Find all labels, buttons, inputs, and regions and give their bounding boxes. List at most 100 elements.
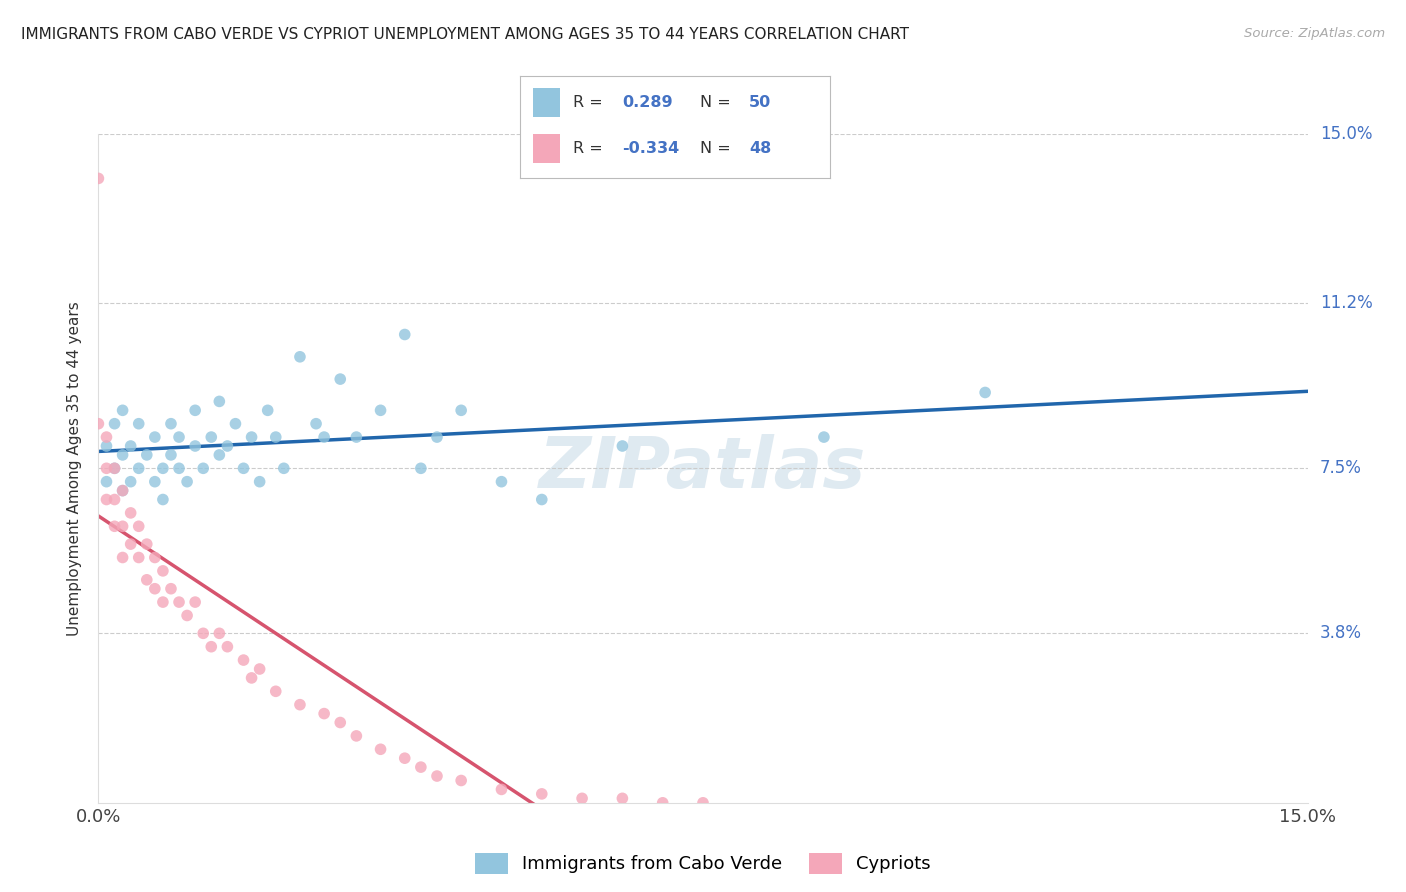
Point (160, 448, 183, 462)
Point (111, 483, 134, 498)
Text: 3.8%: 3.8% (1320, 624, 1361, 642)
Point (111, 550, 134, 565)
Point (143, 582, 166, 596)
FancyBboxPatch shape (533, 135, 561, 163)
Point (135, 573, 157, 587)
Point (314, 706, 336, 721)
Point (152, 595, 174, 609)
Point (329, 372, 352, 386)
Point (128, 550, 150, 565)
Point (135, 448, 157, 462)
Point (167, 595, 190, 609)
Point (111, 519, 134, 533)
Point (288, 350, 311, 364)
Text: R =: R = (572, 141, 607, 156)
Point (314, 430, 336, 444)
Point (240, 671, 263, 685)
Point (273, 461, 295, 475)
Point (612, 439, 634, 453)
Point (120, 439, 142, 453)
Point (176, 475, 198, 489)
Point (128, 417, 150, 431)
Point (974, 385, 997, 400)
Point (305, 417, 328, 431)
Point (96, 475, 118, 489)
Point (193, 626, 215, 640)
Point (143, 550, 166, 565)
Point (87, 171, 110, 186)
Point (426, 769, 449, 783)
Point (96, 430, 118, 444)
Point (288, 698, 311, 712)
Point (193, 461, 215, 475)
Point (813, 430, 835, 444)
Point (120, 506, 142, 520)
Point (491, 475, 513, 489)
Point (264, 430, 287, 444)
Point (249, 475, 271, 489)
Text: R =: R = (572, 95, 607, 110)
Point (152, 564, 174, 578)
Point (96, 461, 118, 475)
Point (120, 537, 142, 551)
Point (651, 796, 673, 810)
Point (232, 653, 254, 667)
Point (184, 595, 207, 609)
Point (103, 519, 125, 533)
Point (571, 791, 593, 805)
Point (249, 662, 271, 676)
Point (370, 403, 392, 417)
Text: -0.334: -0.334 (623, 141, 679, 156)
Point (87, 417, 110, 431)
Point (491, 782, 513, 797)
Point (111, 483, 134, 498)
Point (344, 430, 367, 444)
Point (143, 475, 166, 489)
Point (208, 626, 231, 640)
Text: 15.0%: 15.0% (1320, 125, 1372, 143)
Point (409, 461, 432, 475)
Point (450, 403, 472, 417)
FancyBboxPatch shape (533, 88, 561, 117)
Text: 50: 50 (749, 95, 772, 110)
Point (217, 439, 239, 453)
Text: 48: 48 (749, 141, 772, 156)
Point (103, 461, 125, 475)
Point (240, 430, 263, 444)
Text: 11.2%: 11.2% (1320, 294, 1372, 312)
Point (111, 403, 134, 417)
Point (329, 715, 352, 730)
Point (96, 439, 118, 453)
Text: N =: N = (700, 141, 735, 156)
Point (152, 461, 174, 475)
Point (103, 492, 125, 507)
Point (184, 439, 207, 453)
Point (184, 403, 207, 417)
Point (111, 448, 134, 462)
Point (426, 430, 449, 444)
Point (394, 327, 416, 342)
Point (450, 773, 472, 788)
Point (232, 461, 254, 475)
Point (135, 537, 157, 551)
Point (208, 394, 231, 409)
Point (120, 475, 142, 489)
Point (394, 751, 416, 765)
Point (370, 742, 392, 756)
Text: N =: N = (700, 95, 735, 110)
Point (167, 430, 190, 444)
Point (530, 787, 553, 801)
Point (217, 640, 239, 654)
Point (103, 417, 125, 431)
Point (128, 461, 150, 475)
Y-axis label: Unemployment Among Ages 35 to 44 years: Unemployment Among Ages 35 to 44 years (67, 301, 83, 636)
Text: Source: ZipAtlas.com: Source: ZipAtlas.com (1244, 27, 1385, 40)
Point (344, 729, 367, 743)
Legend: Immigrants from Cabo Verde, Cypriots: Immigrants from Cabo Verde, Cypriots (468, 846, 938, 880)
Point (264, 684, 287, 698)
Point (224, 417, 246, 431)
Text: ZIPatlas: ZIPatlas (540, 434, 866, 503)
Point (612, 791, 634, 805)
Point (256, 403, 278, 417)
Point (152, 492, 174, 507)
